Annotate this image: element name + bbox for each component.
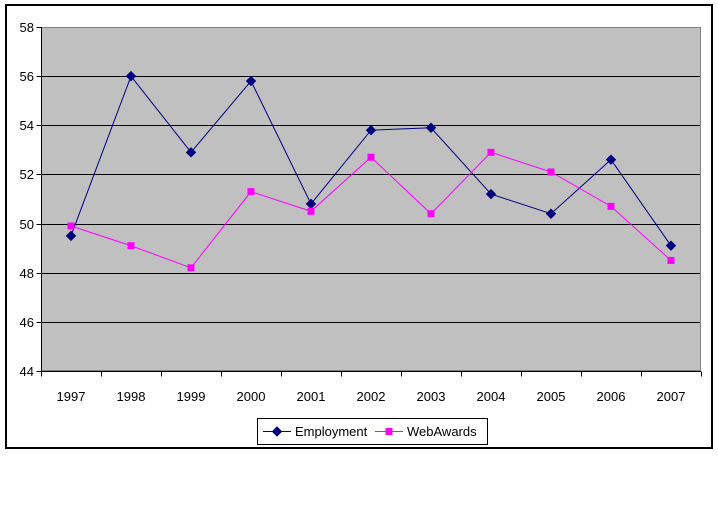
data-point-employment-1997 bbox=[65, 230, 77, 242]
x-axis-label-2006: 2006 bbox=[597, 389, 626, 404]
data-point-webawards-2000 bbox=[247, 188, 255, 196]
y-axis-label: 50 bbox=[20, 217, 34, 232]
data-point-employment-2000 bbox=[245, 75, 257, 87]
y-axis-label: 58 bbox=[20, 20, 34, 35]
data-point-webawards-2004 bbox=[487, 148, 495, 156]
legend-marker-webawards bbox=[385, 428, 393, 435]
x-axis-label-2002: 2002 bbox=[357, 389, 386, 404]
legend-item-webawards: WebAwards bbox=[375, 424, 477, 439]
y-axis-label: 48 bbox=[20, 266, 34, 281]
data-point-employment-2005 bbox=[545, 208, 557, 219]
legend-label-employment: Employment bbox=[295, 424, 368, 439]
legend-marker-employment bbox=[271, 426, 283, 437]
legend-item-employment: Employment bbox=[263, 424, 368, 439]
data-point-webawards-1999 bbox=[187, 264, 195, 272]
legend-label-webawards: WebAwards bbox=[407, 424, 477, 439]
y-axis-label: 54 bbox=[20, 118, 34, 133]
data-point-employment-2003 bbox=[425, 122, 437, 133]
data-point-webawards-1997 bbox=[67, 222, 75, 230]
plot-area bbox=[41, 27, 701, 371]
x-axis-label-2001: 2001 bbox=[297, 389, 326, 404]
data-point-employment-1999 bbox=[185, 147, 197, 158]
x-axis-label-2005: 2005 bbox=[537, 389, 566, 404]
x-axis-label-2004: 2004 bbox=[477, 389, 506, 404]
x-axis-label-1997: 1997 bbox=[57, 389, 86, 404]
x-axis-label-1998: 1998 bbox=[117, 389, 146, 404]
y-axis-label: 52 bbox=[20, 167, 34, 182]
x-axis-label-2007: 2007 bbox=[657, 389, 686, 404]
data-point-webawards-2007 bbox=[667, 256, 675, 264]
data-point-webawards-1998 bbox=[127, 242, 135, 250]
x-axis-label-1999: 1999 bbox=[177, 389, 206, 404]
data-point-webawards-2006 bbox=[607, 202, 615, 210]
y-axis-label: 56 bbox=[20, 69, 34, 84]
legend-box bbox=[257, 418, 488, 445]
data-point-webawards-2002 bbox=[367, 153, 375, 161]
legend: Employment WebAwards bbox=[257, 418, 488, 445]
data-point-webawards-2005 bbox=[547, 168, 555, 176]
y-axis-label: 44 bbox=[20, 364, 34, 379]
data-point-webawards-2001 bbox=[307, 207, 315, 215]
data-point-employment-2002 bbox=[365, 124, 377, 136]
x-axis-label-2000: 2000 bbox=[237, 389, 266, 404]
data-point-employment-2006 bbox=[605, 154, 617, 165]
data-point-employment-2004 bbox=[485, 188, 497, 200]
data-point-employment-2007 bbox=[665, 240, 677, 251]
data-point-employment-1998 bbox=[125, 70, 137, 82]
y-axis-label: 46 bbox=[20, 315, 34, 330]
x-axis-label-2003: 2003 bbox=[417, 389, 446, 404]
data-point-webawards-2003 bbox=[427, 210, 435, 218]
